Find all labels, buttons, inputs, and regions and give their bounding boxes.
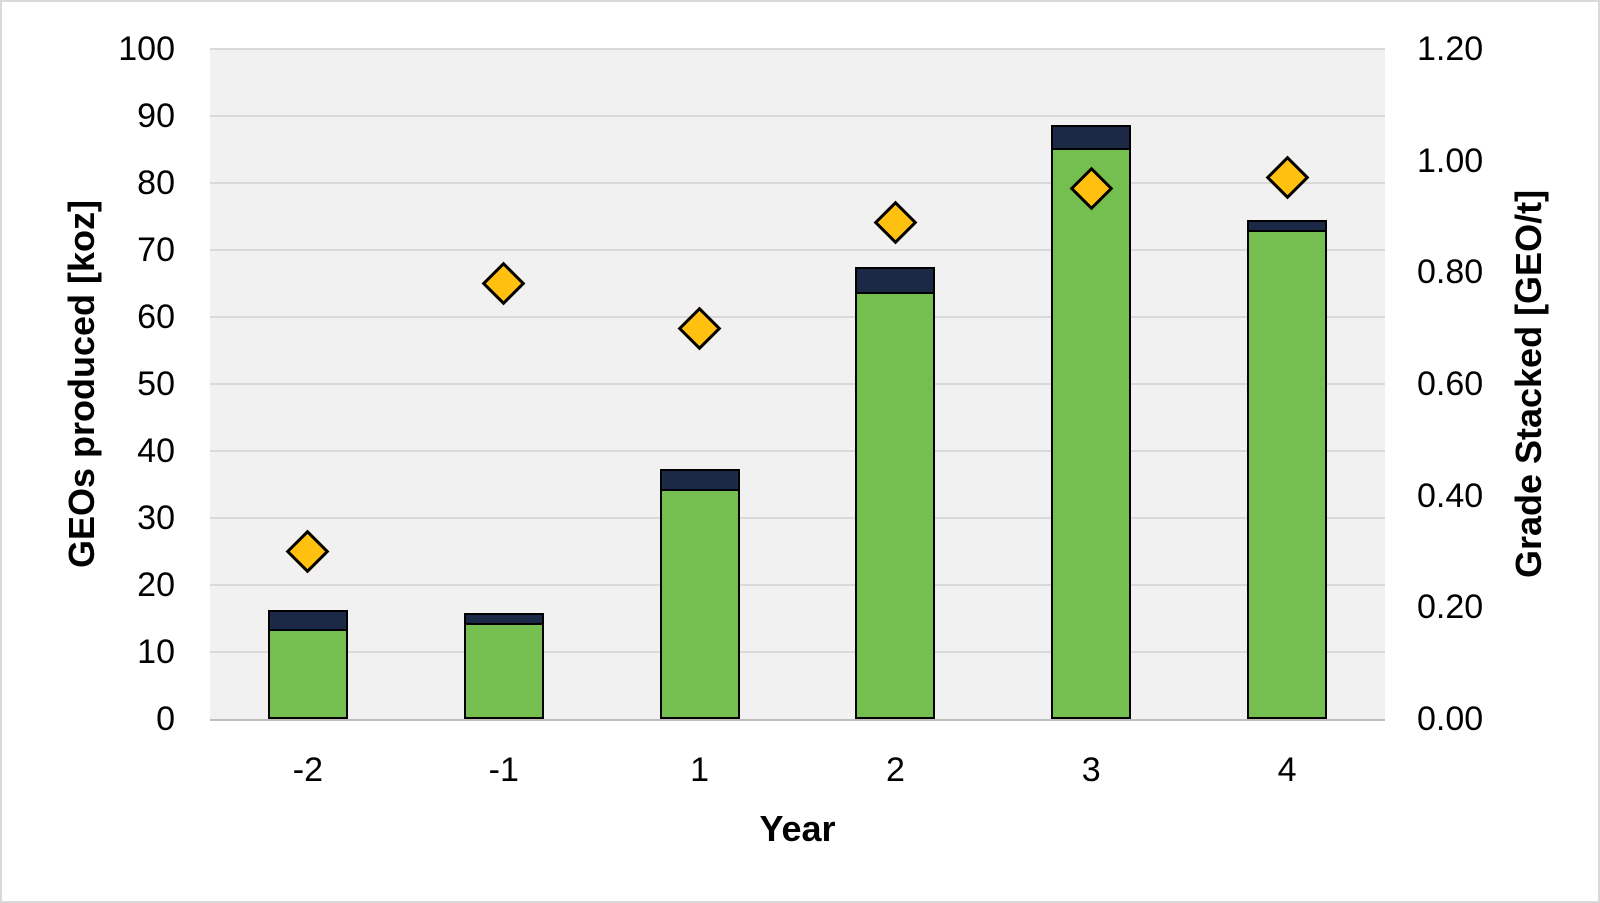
right-tick-label-0.20: 0.20 (1417, 588, 1484, 627)
gridline-y-70 (210, 249, 1385, 251)
right-tick-label-1.00: 1.00 (1417, 141, 1484, 180)
right-tick-label-0.60: 0.60 (1417, 365, 1484, 403)
x-tick-label-year-4: 4 (1277, 751, 1297, 789)
x-axis-title: Year (759, 808, 836, 849)
plot-area (210, 48, 1385, 719)
gridline-y-50 (210, 383, 1385, 385)
left-tick-label-40: 40 (137, 432, 175, 470)
right-axis-title: Grade Stacked [GEO/t] (1508, 189, 1549, 579)
gridline-y-90 (210, 115, 1385, 117)
stacked-bar-year-3 (1051, 124, 1132, 719)
x-axis-line (210, 719, 1385, 721)
x-tick-label-year--1: -1 (488, 751, 519, 789)
gridline-y-40 (210, 450, 1385, 452)
stacked-bar-year-2 (855, 267, 936, 719)
x-tick-label-year-3: 3 (1081, 751, 1101, 789)
gridline-y-30 (210, 517, 1385, 519)
left-tick-label-20: 20 (137, 566, 175, 604)
bar-navy-segment-year--2 (269, 612, 346, 631)
bar-green-segment-year-4 (1249, 231, 1326, 717)
bar-green-segment-year-2 (857, 294, 934, 717)
left-tick-label-10: 10 (137, 633, 175, 671)
left-tick-label-80: 80 (137, 164, 175, 202)
right-tick-label-0.80: 0.80 (1417, 253, 1484, 292)
left-tick-label-50: 50 (137, 365, 175, 403)
gridline-y-20 (210, 584, 1385, 586)
left-axis-title: GEOs produced [koz] (61, 199, 102, 569)
left-tick-label-30: 30 (137, 499, 175, 537)
stacked-bar-year--2 (267, 610, 348, 719)
x-tick-label-year-1: 1 (690, 751, 710, 789)
gridline-y-100 (210, 48, 1385, 50)
grade-diamond-marker-year-2 (873, 200, 918, 244)
left-tick-label-90: 90 (137, 97, 175, 135)
bar-green-segment-year-1 (661, 491, 738, 717)
gridline-y-60 (210, 316, 1385, 318)
bar-green-segment-year--2 (269, 630, 346, 717)
grade-diamond-marker-year--2 (285, 529, 330, 574)
left-tick-label-60: 60 (137, 298, 175, 336)
bar-navy-segment-year--1 (465, 615, 542, 626)
grade-diamond-marker-year--1 (481, 261, 526, 306)
right-tick-label-1.20: 1.20 (1417, 30, 1484, 68)
bar-green-segment-year-3 (1053, 150, 1130, 717)
x-tick-label-year-2: 2 (885, 751, 905, 789)
right-tick-label-0.00: 0.00 (1417, 700, 1484, 738)
bar-green-segment-year--1 (465, 625, 542, 717)
left-tick-label-0: 0 (156, 700, 175, 738)
stacked-bar-year--1 (463, 613, 544, 719)
grade-diamond-marker-year-1 (677, 306, 722, 351)
left-tick-label-100: 100 (118, 30, 175, 68)
bar-navy-segment-year-2 (857, 269, 934, 295)
gridline-y-80 (210, 182, 1385, 184)
bar-navy-segment-year-4 (1249, 221, 1326, 232)
x-tick-label-year--2: -2 (292, 751, 324, 789)
gridline-y-10 (210, 651, 1385, 653)
bar-navy-segment-year-1 (661, 471, 738, 492)
right-tick-label-0.40: 0.40 (1417, 476, 1484, 515)
stacked-bar-year-4 (1247, 219, 1328, 719)
bar-navy-segment-year-3 (1053, 126, 1130, 151)
left-tick-label-70: 70 (137, 231, 175, 269)
grade-diamond-marker-year-4 (1265, 155, 1309, 200)
stacked-bar-year-1 (659, 469, 740, 719)
